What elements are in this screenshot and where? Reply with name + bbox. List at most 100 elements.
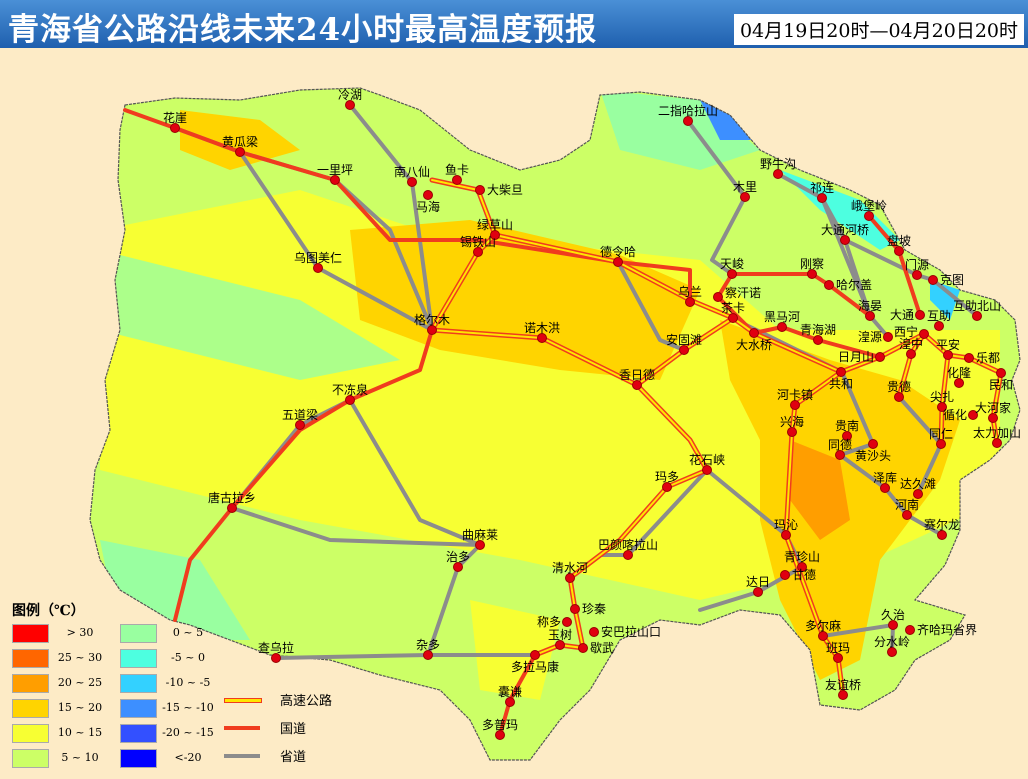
place-marker: 化隆	[947, 365, 971, 388]
place-dot-icon	[578, 643, 588, 653]
place-label: 黑马河	[764, 310, 800, 324]
place-label: 乌图美仁	[294, 250, 342, 265]
place-marker: 共和	[829, 367, 853, 391]
place-label: 五道梁	[282, 407, 318, 422]
place-dot-icon	[972, 311, 982, 321]
place-marker: 乌兰	[678, 284, 702, 307]
place-dot-icon	[530, 650, 540, 660]
place-dot-icon	[964, 353, 974, 363]
place-dot-icon	[838, 690, 848, 700]
place-marker: 鱼卡	[445, 163, 469, 185]
place-dot-icon	[427, 325, 437, 335]
place-marker: 班玛	[826, 641, 850, 663]
place-dot-icon	[894, 392, 904, 402]
place-label: 德令哈	[600, 244, 636, 259]
place-label: 不冻泉	[332, 382, 368, 397]
place-label: 二指哈拉山	[658, 103, 718, 118]
legend-swatch	[120, 724, 157, 743]
place-label: 互助北山	[953, 299, 1001, 313]
place-marker: 循化	[943, 408, 978, 422]
place-dot-icon	[505, 697, 515, 707]
legend-label: 5 ~ 10	[61, 751, 99, 764]
place-dot-icon	[906, 349, 916, 359]
place-label: 珍秦	[582, 602, 606, 616]
place-marker: 花石峡	[689, 452, 725, 475]
legend-swatch	[120, 749, 157, 768]
place-dot-icon	[475, 540, 485, 550]
legend-swatch	[120, 699, 157, 718]
legend-swatch	[12, 624, 49, 643]
legend-swatch	[12, 649, 49, 668]
place-label: 贵德	[887, 379, 911, 394]
place-dot-icon	[880, 483, 890, 493]
place-marker: 贵德	[887, 379, 911, 402]
place-dot-icon	[330, 175, 340, 185]
place-label: 南八仙	[394, 164, 430, 179]
place-marker: 南八仙	[394, 164, 430, 187]
national-road-line-icon	[224, 726, 260, 730]
place-label: 花崖	[163, 110, 187, 125]
place-label: 河卡镇	[777, 388, 813, 402]
place-dot-icon	[313, 263, 323, 273]
place-label: 安固滩	[666, 332, 702, 347]
place-dot-icon	[824, 280, 834, 290]
place-label: 巴颜喀拉山	[598, 537, 658, 552]
place-marker: 歇武	[578, 641, 614, 655]
place-label: 花石峡	[689, 452, 725, 467]
place-label: 锡铁山	[460, 234, 496, 249]
place-label: 香日德	[619, 367, 655, 382]
place-dot-icon	[683, 116, 693, 126]
place-label: 鱼卡	[445, 163, 469, 177]
legend: 图例（℃） > 30 25 ~ 30 20 ~ 25 15 ~ 20 10 ~ 15 5 …	[8, 600, 348, 775]
legend-label: 10 ~ 15	[57, 726, 103, 739]
place-marker: 黑马河	[764, 310, 800, 332]
place-label: 赛尔龙	[924, 517, 960, 532]
legend-swatch	[120, 649, 157, 668]
title-bar: 青海省公路沿线未来24小时最高温度预报 04月19日20时—04月20日20时	[0, 0, 1028, 48]
place-marker: 同仁	[929, 427, 953, 449]
place-marker: 茶卡	[721, 300, 745, 323]
legend-swatch	[12, 699, 49, 718]
place-dot-icon	[902, 510, 912, 520]
place-label: 平安	[936, 337, 960, 352]
place-dot-icon	[868, 439, 878, 449]
place-label: 称多	[537, 615, 561, 629]
place-marker: 黄沙头	[855, 439, 891, 463]
place-dot-icon	[968, 410, 978, 420]
place-label: 兴海	[780, 414, 804, 429]
place-dot-icon	[345, 395, 355, 405]
place-dot-icon	[912, 270, 922, 280]
place-dot-icon	[992, 438, 1002, 448]
place-dot-icon	[271, 653, 281, 663]
place-dot-icon	[883, 332, 893, 342]
place-label: 河南	[895, 497, 919, 512]
place-marker: 海晏	[858, 298, 882, 321]
place-marker: 日月山	[838, 350, 885, 364]
place-marker: 格尔木	[414, 312, 450, 335]
place-dot-icon	[937, 530, 947, 540]
place-marker: 同德	[828, 437, 852, 460]
place-dot-icon	[632, 380, 642, 390]
place-marker: 多尔麻	[805, 618, 841, 641]
place-label: 太力加山	[973, 425, 1021, 440]
place-marker: 河南	[895, 497, 919, 520]
place-dot-icon	[777, 322, 787, 332]
place-label: 多拉马康	[511, 659, 559, 674]
place-marker: 多普玛	[482, 718, 518, 740]
place-label: 天峻	[720, 256, 744, 271]
place-marker: 天峻	[720, 256, 744, 279]
place-label: 海晏	[858, 298, 882, 313]
place-label: 化隆	[947, 365, 971, 380]
place-marker: 湟源	[858, 330, 893, 344]
place-dot-icon	[842, 431, 852, 441]
place-marker: 绿草山	[477, 217, 513, 240]
legend-label: 15 ~ 20	[57, 701, 103, 714]
place-marker: 野牛沟	[760, 156, 796, 179]
place-marker: 玛多	[655, 470, 679, 492]
place-marker: 久治	[881, 608, 905, 630]
legend-label: 20 ~ 25	[57, 676, 103, 689]
place-marker: 西宁	[894, 324, 929, 339]
forecast-date-range: 04月19日20时—04月20日20时	[733, 14, 1024, 45]
place-dot-icon	[490, 230, 500, 240]
place-label: 达久滩	[900, 477, 936, 491]
